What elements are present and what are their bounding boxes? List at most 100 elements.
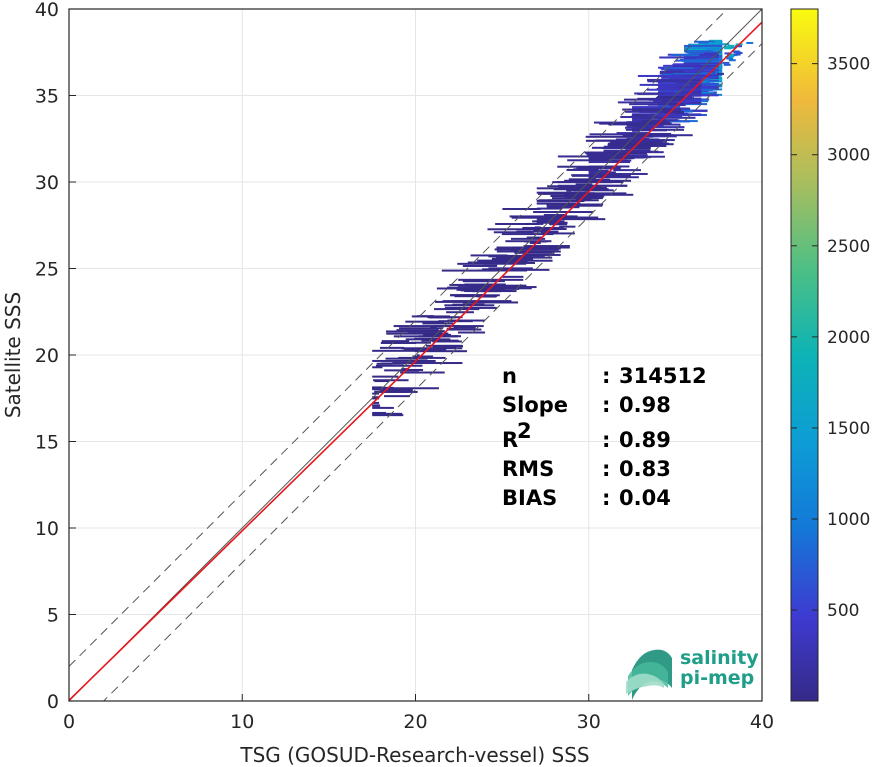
density-cell [640,116,662,119]
density-cell [586,166,620,169]
stat-separator: : [602,428,610,452]
density-cell [376,362,392,365]
density-cell [462,301,519,304]
density-cell [717,72,724,75]
density-cell [393,335,458,338]
density-cell [728,59,736,62]
density-cell [666,68,702,71]
density-cell [698,42,714,45]
stat-separator: : [602,457,610,481]
x-axis-label: TSG (GOSUD-Research-vessel) SSS [239,743,589,767]
density-cell [653,113,702,116]
density-cell [536,221,568,224]
density-cell [595,155,636,158]
density-cell [591,146,648,149]
density-cell [717,64,723,67]
density-cell [536,202,581,205]
stat-label: Slope [502,393,568,417]
density-cell [689,84,702,87]
density-cell [576,197,592,200]
density-cell [441,269,496,272]
density-cell [544,219,559,222]
density-cell [444,304,495,307]
density-cell [631,134,693,137]
stat-label: n [502,364,517,388]
density-cell [534,226,541,229]
density-cell [457,331,486,334]
density-cell [516,230,559,233]
density-cell [613,169,641,172]
density-cell [727,44,735,47]
density-cell [454,295,498,298]
lower-bound-line [102,43,762,701]
y-tick-label: 20 [35,345,59,367]
density-cell [462,280,497,283]
density-cell [509,215,578,218]
density-cell [595,172,648,175]
density-cell [626,137,650,140]
density-cell [658,81,681,84]
stat-superscript: 2 [517,419,532,443]
density-cell [722,61,730,64]
density-cell [637,92,686,95]
density-cell [617,151,664,154]
density-cell [655,121,670,124]
y-axis-ticks: 0 5 10 15 20 25 30 35 40 [35,0,76,713]
density-cell [391,387,439,390]
density-cell [585,135,632,138]
density-cell [511,216,584,219]
density-cell [593,121,645,124]
density-cell [588,156,599,159]
density-cell [547,206,570,209]
density-cell [372,349,426,352]
density-cell [602,157,635,160]
logo-line-2: pi-mep [680,667,754,689]
density-cell [694,74,702,77]
density-cell [589,133,635,136]
density-cell [378,390,413,393]
y-tick-label: 10 [35,518,59,540]
stat-value: 0.04 [619,486,671,510]
logo-line-1: salinity [680,647,759,669]
density-cell [665,93,702,96]
density-cell [384,395,410,398]
identity-line [69,9,762,701]
colorbar-tick-label: 1000 [827,510,870,530]
density-cell [374,380,390,383]
density-cell [557,165,595,168]
density-cell [405,320,445,323]
density-cell [375,364,423,367]
density-cell [523,245,570,248]
density-cell [659,70,702,73]
colorbar-ticks: 500 1000 1500 2000 2500 3000 3500 [791,55,870,621]
density-cell [708,42,723,45]
density-cell [620,116,658,119]
density-cell [509,259,553,262]
colorbar-tick-label: 2500 [827,237,870,257]
density-cell [372,366,383,369]
density-cell [413,359,436,362]
density-cell [588,169,605,172]
colorbar-tick-label: 3000 [827,146,870,166]
density-cell [502,261,536,264]
density-cell [557,155,603,158]
density-cell [658,85,684,88]
density-cell [372,404,380,407]
x-tick-label: 0 [63,711,75,733]
density-cell [372,412,403,415]
density-cell [372,375,399,378]
density-cell [702,69,719,72]
density-cell [372,386,386,389]
density-cell [462,264,498,267]
density-cell [585,152,613,155]
density-cell [411,315,450,318]
y-tick-label: 35 [35,86,59,108]
density-cell [447,286,506,289]
density-cell [683,57,697,60]
density-cell [733,51,741,54]
density-cell [576,166,600,169]
density-cell [381,340,410,343]
density-cell [533,211,593,214]
density-cell [656,87,700,90]
